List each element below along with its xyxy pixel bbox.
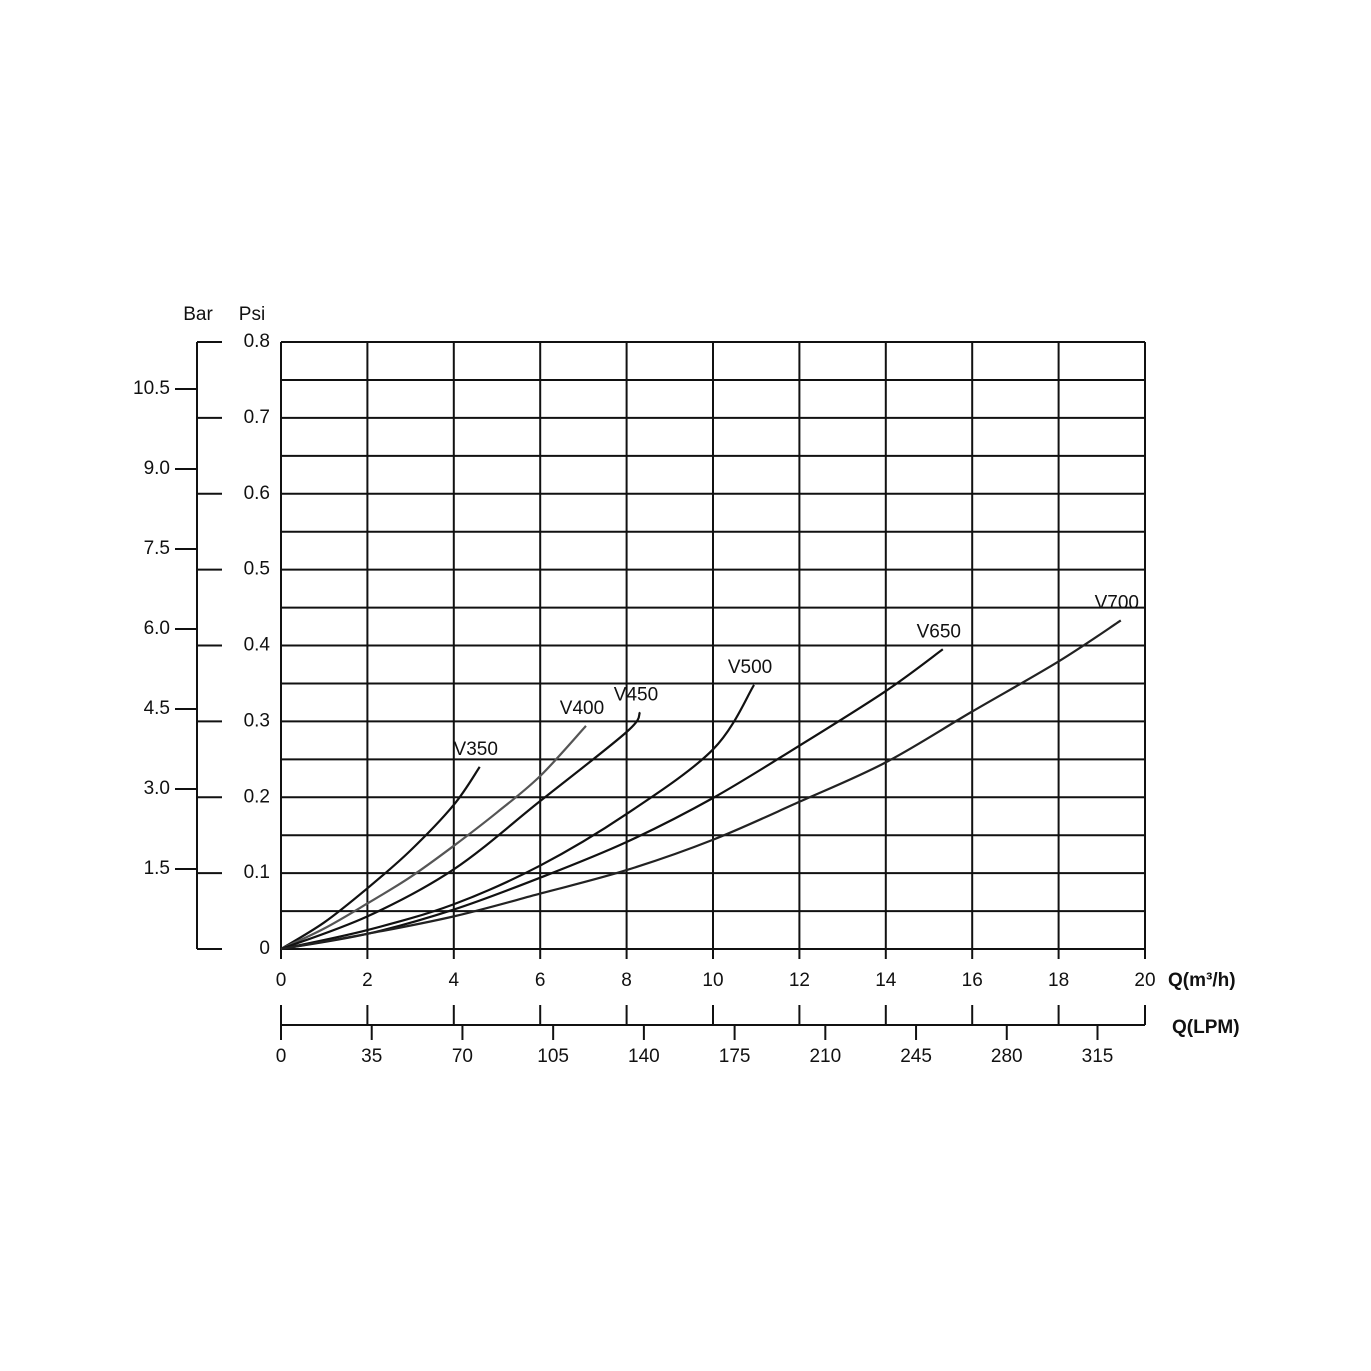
- x2-tick-label: 245: [900, 1046, 932, 1067]
- curve-label: V500: [728, 657, 772, 678]
- y2-tick-label: 7.5: [144, 538, 170, 559]
- x2-tick-label: 175: [719, 1046, 751, 1067]
- curve: [280, 766, 481, 950]
- y-tick-label: 0.4: [244, 635, 271, 656]
- x-tick-label: 8: [621, 970, 632, 991]
- x2-tick-label: 70: [452, 1046, 473, 1067]
- x2-tick-label: 140: [628, 1046, 660, 1067]
- y-tick-label: 0: [259, 938, 270, 959]
- curve-label: V450: [614, 684, 658, 705]
- y-tick-label: 0.1: [244, 862, 270, 883]
- x-tick-label: 10: [702, 970, 723, 991]
- x2-tick-label: 315: [1082, 1046, 1114, 1067]
- y2-tick-label: 3.0: [144, 778, 170, 799]
- y2-tick-label: 10.5: [133, 378, 170, 399]
- x-tick-label: 20: [1134, 970, 1155, 991]
- curve: [280, 725, 587, 950]
- x-tick-label: 16: [962, 970, 983, 991]
- y2-tick-label: 6.0: [144, 618, 170, 639]
- curve: [280, 648, 944, 951]
- y-tick-label: 0.2: [244, 786, 270, 807]
- x-tick-label: 12: [789, 970, 810, 991]
- y-tick-label: 0.5: [244, 559, 270, 580]
- x-tick-label: 14: [875, 970, 897, 991]
- x2-tick-label: 105: [537, 1046, 569, 1067]
- curve-label: V350: [454, 739, 498, 760]
- x-tick-label: 18: [1048, 970, 1069, 991]
- x-tick-label: 0: [276, 970, 287, 991]
- x2-tick-label: 280: [991, 1046, 1023, 1067]
- y-tick-label: 0.8: [244, 331, 270, 352]
- y-axis-label: Psi: [239, 304, 265, 325]
- y-tick-label: 0.6: [244, 483, 270, 504]
- curve-label: V700: [1095, 592, 1139, 613]
- y2-tick-label: 1.5: [144, 858, 170, 879]
- x2-tick-label: 210: [809, 1046, 841, 1067]
- y2-tick-label: 4.5: [144, 698, 170, 719]
- y2-axis-label: Bar: [183, 304, 213, 325]
- x-axis-label: Q(m³/h): [1168, 970, 1236, 991]
- curve-label: V650: [917, 621, 961, 642]
- curve: [280, 684, 755, 951]
- x2-tick-label: 35: [361, 1046, 382, 1067]
- x2-axis-label: Q(LPM): [1172, 1017, 1240, 1038]
- x-tick-label: 4: [449, 970, 460, 991]
- x-tick-label: 6: [535, 970, 546, 991]
- y-tick-label: 0.3: [244, 710, 270, 731]
- x2-tick-label: 0: [276, 1046, 287, 1067]
- x-tick-label: 2: [362, 970, 373, 991]
- curve: [280, 711, 641, 951]
- y-tick-label: 0.7: [244, 407, 270, 428]
- curve: [280, 619, 1122, 951]
- curve-label: V400: [560, 698, 604, 719]
- y2-tick-label: 9.0: [144, 458, 170, 479]
